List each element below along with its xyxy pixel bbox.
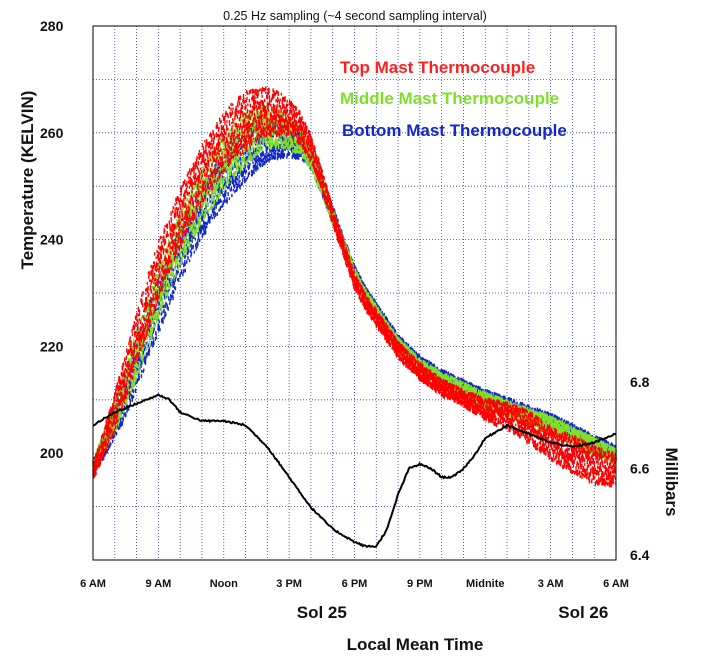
legend-top-mast: Top Mast Thermocouple [340, 58, 535, 77]
x-tick-label: 6 AM [603, 578, 629, 590]
legend-bottom-mast: Bottom Mast Thermocouple [342, 121, 567, 140]
legend: Top Mast Thermocouple Middle Mast Thermo… [340, 58, 567, 140]
grid [93, 26, 616, 560]
y2-tick-label: 6.4 [630, 547, 650, 563]
y-tick-label: 280 [40, 18, 64, 34]
legend-middle-mast: Middle Mast Thermocouple [340, 89, 559, 108]
plot-frame [92, 25, 617, 561]
sol-labels: Sol 25 Sol 26 [297, 603, 609, 622]
y2-tick-label: 6.8 [630, 374, 650, 390]
y-axis-title: Temperature (KELVIN) [18, 91, 37, 270]
x-tick-label: 3 AM [538, 578, 564, 590]
y-tick-label: 220 [40, 338, 64, 354]
sol-label: Sol 25 [297, 603, 347, 622]
x-tick-label: 3 PM [276, 578, 302, 590]
y-tick-label: 240 [40, 232, 64, 248]
x-tick-label: Midnite [466, 578, 505, 590]
series-pressure-line [92, 393, 617, 549]
x-tick-label: Noon [210, 578, 238, 590]
y2-axis-title: Millibars [662, 448, 681, 517]
sol-label: Sol 26 [558, 603, 608, 622]
y-tick-label: 260 [40, 125, 64, 141]
x-tick-label: 9 AM [145, 578, 171, 590]
tick-labels: 200 220 240 260 280 6.4 6.6 6.8 6 AM 9 AM Noon 3 PM… [40, 18, 650, 590]
x-tick-label: 9 PM [407, 578, 433, 590]
y2-tick-label: 6.6 [630, 461, 650, 477]
chart-subtitle: 0.25 Hz sampling (~4 second sampling int… [223, 9, 487, 23]
y-tick-label: 200 [40, 445, 64, 461]
x-axis-title: Local Mean Time [347, 635, 484, 654]
x-tick-label: 6 AM [80, 578, 106, 590]
x-tick-label: 6 PM [342, 578, 368, 590]
